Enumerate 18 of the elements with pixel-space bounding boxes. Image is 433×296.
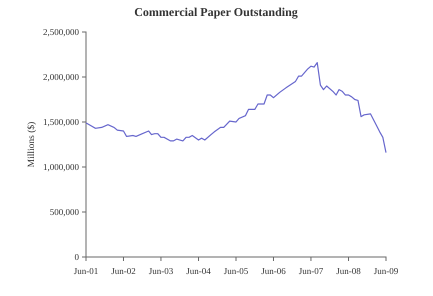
x-tick-label: Jun-04 <box>186 266 212 276</box>
x-tick-label: Jun-01 <box>74 266 98 276</box>
y-tick-label: 500,000 <box>50 206 80 217</box>
x-tick-label: Jun-05 <box>224 266 249 276</box>
x-tick-label: Jun-03 <box>148 266 174 276</box>
x-tick-label: Jun-02 <box>111 266 136 276</box>
line-series <box>85 62 387 154</box>
chart-title: Commercial Paper Outstanding <box>134 5 298 19</box>
x-tick-label: Jun-09 <box>374 266 399 276</box>
y-tick-label: 1,500,000 <box>43 116 80 127</box>
x-tick-label: Jun-07 <box>298 266 324 276</box>
y-tick-label: 2,500,000 <box>43 26 80 37</box>
y-tick-label: 1,000,000 <box>43 162 80 172</box>
y-tick-label: 0 <box>74 252 80 262</box>
x-tick-label: Jun-08 <box>336 266 362 276</box>
y-tick-label: 2,000,000 <box>43 72 80 82</box>
y-axis-title: Millions ($) <box>27 122 37 168</box>
x-tick-label: Jun-06 <box>261 266 286 276</box>
